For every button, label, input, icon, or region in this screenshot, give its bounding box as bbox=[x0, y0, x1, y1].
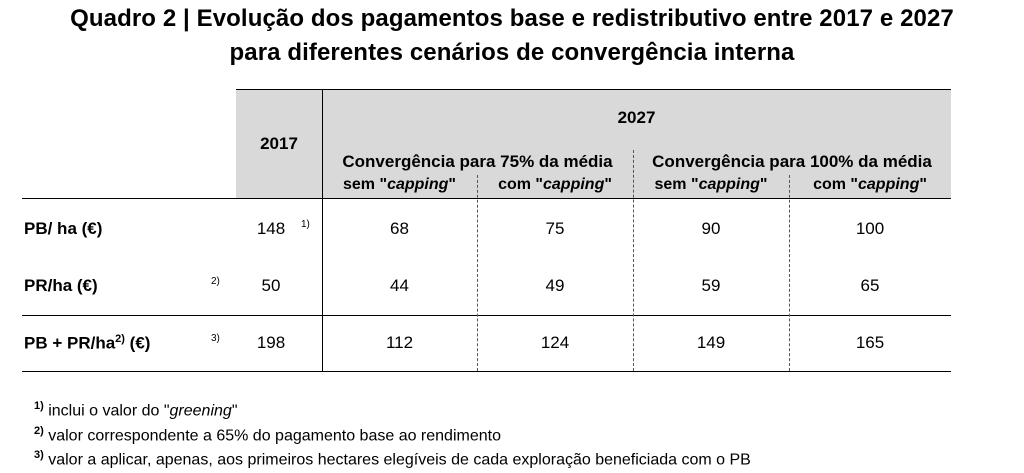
subheader-75-com: com "capping" bbox=[477, 176, 633, 194]
note-marker-pr: 2) bbox=[211, 276, 220, 287]
footnote-3: 3) valor a aplicar, apenas, aos primeiro… bbox=[34, 449, 751, 469]
rule-divider-groups bbox=[633, 150, 634, 371]
note-marker-pb-2017: 1) bbox=[301, 219, 310, 230]
footnote-1-text-em: greening bbox=[169, 402, 232, 420]
rule-bottom bbox=[22, 371, 951, 372]
subheader-75-sem: sem "capping" bbox=[322, 176, 477, 194]
row-label-total-tail: (€) bbox=[124, 333, 151, 353]
header-group-100: Convergência para 100% da média bbox=[652, 152, 932, 171]
subheader-100-sem-capping: capping bbox=[698, 176, 760, 193]
row-label-total-text: PB + PR/ha bbox=[24, 333, 116, 353]
cell-pr-75-com: 49 bbox=[545, 276, 565, 295]
subheader-75-com-prefix: com " bbox=[498, 176, 543, 193]
footnote-1-text-b: " bbox=[231, 402, 238, 420]
row-label-total-sup: 2) bbox=[115, 333, 125, 345]
header-shading-2027 bbox=[322, 89, 951, 198]
subheader-100-com-capping: capping bbox=[858, 176, 920, 193]
cell-pr-100-com: 65 bbox=[860, 276, 880, 295]
subheader-75-sem-suffix: " bbox=[448, 176, 456, 193]
subheader-75-sem-capping: capping bbox=[387, 176, 449, 193]
footnote-1-mark: 1) bbox=[34, 400, 44, 412]
cell-pb-100-sem: 90 bbox=[701, 219, 721, 238]
title-line-1: Quadro 2 | Evolução dos pagamentos base … bbox=[70, 5, 954, 32]
subheader-100-com-prefix: com " bbox=[813, 176, 858, 193]
cell-total-75-sem: 112 bbox=[385, 333, 414, 352]
footnote-3-text: valor a aplicar, apenas, aos primeiros h… bbox=[43, 451, 751, 469]
cell-total-75-com: 124 bbox=[540, 333, 570, 352]
cell-pb-100-com: 100 bbox=[855, 219, 885, 238]
subheader-75-com-capping: capping bbox=[543, 176, 605, 193]
rule-top bbox=[236, 89, 951, 90]
footnote-1: 1) inclui o valor do "greening" bbox=[34, 400, 238, 420]
footnote-2-text: valor correspondente a 65% do pagamento … bbox=[43, 427, 501, 445]
row-label-pr: PR/ha (€) bbox=[24, 276, 98, 295]
cell-pb-75-sem: 68 bbox=[390, 219, 409, 238]
cell-total-100-sem: 149 bbox=[696, 333, 726, 352]
cell-total-100-com: 165 bbox=[855, 333, 885, 352]
cell-pr-2017: 50 bbox=[261, 276, 281, 295]
rule-divider-100 bbox=[789, 175, 790, 371]
subheader-100-sem-prefix: sem " bbox=[654, 176, 699, 193]
header-shading-2017 bbox=[236, 89, 322, 198]
cell-pr-100-sem: 59 bbox=[701, 276, 721, 295]
title-line-2: para diferentes cenários de convergência… bbox=[229, 39, 795, 66]
cell-pb-2017: 148 bbox=[256, 219, 286, 238]
rule-before-total bbox=[22, 315, 951, 316]
subheader-100-com-suffix: " bbox=[919, 176, 927, 193]
footnote-1-text-a: inclui o valor do " bbox=[43, 402, 170, 420]
row-label-pb: PB/ ha (€) bbox=[24, 219, 103, 238]
subheader-75-com-suffix: " bbox=[604, 176, 612, 193]
rule-divider-2017 bbox=[322, 89, 323, 371]
header-2027: 2027 bbox=[617, 108, 656, 127]
cell-pb-75-com: 75 bbox=[545, 219, 565, 238]
cell-pr-75-sem: 44 bbox=[390, 276, 409, 295]
table-title: Quadro 2 | Evolução dos pagamentos base … bbox=[0, 2, 1024, 70]
header-group-75: Convergência para 75% da média bbox=[342, 152, 613, 171]
rule-header-bottom bbox=[22, 198, 951, 199]
subheader-75-sem-prefix: sem " bbox=[343, 176, 388, 193]
subheader-100-sem-suffix: " bbox=[759, 176, 768, 193]
subheader-100-com: com "capping" bbox=[789, 176, 951, 194]
footnote-3-mark: 3) bbox=[34, 449, 44, 461]
cell-total-2017: 198 bbox=[256, 333, 286, 352]
footnote-2: 2) valor correspondente a 65% do pagamen… bbox=[34, 425, 501, 445]
subheader-100-sem: sem "capping" bbox=[633, 176, 789, 194]
header-2017: 2017 bbox=[260, 134, 298, 153]
rule-divider-75 bbox=[477, 175, 478, 371]
row-label-total: PB + PR/ha2) (€) bbox=[24, 333, 150, 354]
footnote-2-mark: 2) bbox=[34, 425, 44, 437]
note-marker-total: 3) bbox=[211, 333, 220, 344]
